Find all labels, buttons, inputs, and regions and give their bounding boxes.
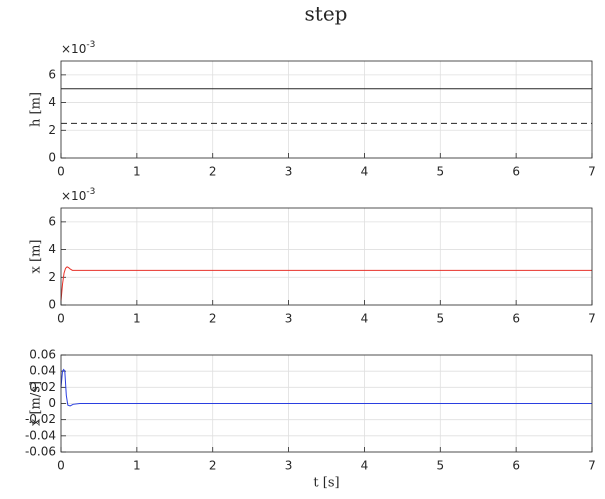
axes-box [60,60,593,159]
x-tick-label: 7 [588,459,596,473]
y-tick-label: 0.06 [29,348,56,362]
x-tick-label: 3 [285,459,293,473]
x-tick-label: 2 [209,459,217,473]
x-tick-label: 7 [588,165,596,179]
x-tick-label: 0 [57,459,65,473]
x-tick-label: 1 [133,459,141,473]
y-tick-label: 0 [48,151,56,165]
y-tick-label: 0.04 [29,364,56,378]
axes-box [60,207,593,306]
y-tick-label: 2 [48,270,56,284]
y-tick-label: 4 [48,242,56,256]
y-tick-label: 0.02 [29,380,56,394]
x-tick-label: 0 [57,165,65,179]
y-tick-label: -0.04 [25,428,56,442]
x-tick-label: 3 [285,165,293,179]
y-axis-label: x [m] [29,240,44,274]
y-tick-label: 6 [48,214,56,228]
plot-area [61,61,592,158]
x-tick-label: 5 [436,459,444,473]
plot-area [61,208,592,305]
x-tick-label: 2 [209,312,217,326]
x-tick-label: 6 [512,165,520,179]
x-tick-label: 6 [512,312,520,326]
y-tick-label: -0.02 [25,412,56,426]
multiplier-exponent: -3 [86,40,95,50]
y-axis-label: ẋ [m/s] [29,381,44,426]
x-tick-label: 3 [285,312,293,326]
x-tick-label: 6 [512,459,520,473]
multiplier-base: ×10 [61,42,86,56]
y-tick-label: 2 [48,123,56,137]
x-axis-label: t [s] [313,476,339,491]
y-tick-label: 6 [48,67,56,81]
multiplier-base: ×10 [61,189,86,203]
y-tick-label: 0 [48,396,56,410]
y-tick-label: 0 [48,298,56,312]
x-tick-label: 0 [57,312,65,326]
y-axis-label: h [m] [29,92,44,127]
x-tick-label: 1 [133,165,141,179]
x-tick-label: 2 [209,165,217,179]
x-tick-label: 4 [361,459,369,473]
figure-title: step [305,2,348,26]
x-tick-label: 1 [133,312,141,326]
data-line [60,266,592,301]
data-line [60,368,592,407]
axes-box [60,354,593,453]
y-tick-label: 4 [48,95,56,109]
x-tick-label: 4 [361,312,369,326]
x-tick-label: 5 [436,165,444,179]
multiplier-exponent: -3 [86,187,95,197]
y-multiplier: ×10-3 [61,40,95,56]
y-multiplier: ×10-3 [61,187,95,203]
y-tick-label: -0.06 [25,445,56,459]
x-tick-label: 7 [588,312,596,326]
x-tick-label: 4 [361,165,369,179]
x-tick-label: 5 [436,312,444,326]
